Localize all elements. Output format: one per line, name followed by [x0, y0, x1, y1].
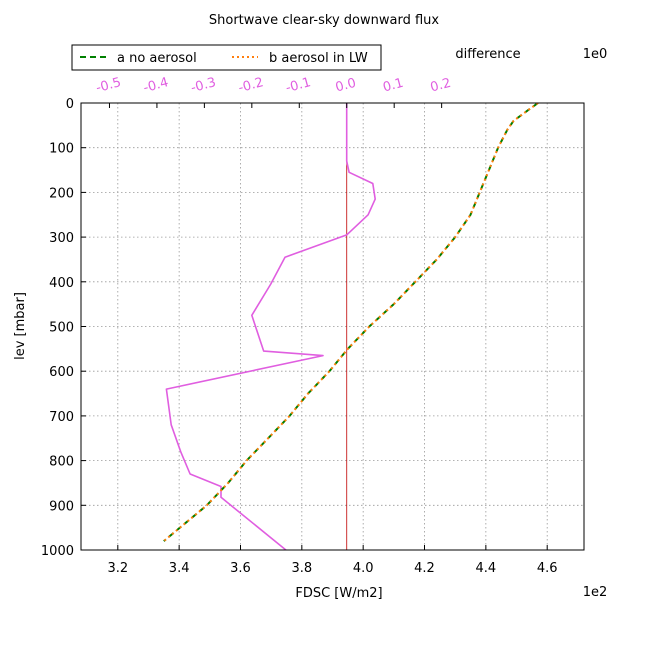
y-tick-label: 100	[49, 142, 74, 157]
y-tick-label: 300	[49, 231, 74, 246]
y-tick-label: 500	[49, 321, 74, 336]
series-line-difference	[165, 103, 377, 550]
y-tick-label: 700	[49, 410, 74, 425]
x-tick-label: 4.4	[476, 561, 497, 576]
top-tick-label: -0.2	[237, 75, 265, 96]
y-tick-label: 900	[49, 499, 74, 514]
top-tick-label: -0.4	[142, 75, 170, 96]
y-axis-label: lev [mbar]	[13, 292, 28, 360]
top-tick-label: 0.2	[429, 76, 453, 96]
x-tick-label: 4.0	[353, 561, 374, 576]
x-tick-label: 3.8	[291, 561, 312, 576]
x-tick-label: 3.6	[230, 561, 251, 576]
y-tick-label: 400	[49, 276, 74, 291]
y-tick-label: 200	[49, 186, 74, 201]
top-tick-label: 0.1	[381, 76, 405, 96]
series-layer	[163, 103, 539, 550]
series-line-0	[163, 103, 539, 542]
y-tick-label: 0	[66, 97, 74, 112]
y-tick-label: 800	[49, 455, 74, 470]
y-tick-label: 600	[49, 365, 74, 380]
grid	[81, 102, 584, 551]
top-axis-label: difference	[455, 47, 520, 62]
legend: a no aerosol b aerosol in LW	[71, 44, 382, 71]
top-axis: -0.5 -0.4 -0.3 -0.2 -0.1 0.0 0.1 0.2	[94, 75, 453, 108]
top-tick-label: -0.3	[189, 75, 217, 96]
legend-label-b: b aerosol in LW	[269, 51, 368, 66]
y-tick-label: 1000	[41, 544, 74, 559]
series-line-1	[163, 103, 539, 542]
top-tick-label: -0.5	[94, 75, 122, 96]
legend-label-a: a no aerosol	[117, 51, 197, 66]
x-tick-label: 3.2	[107, 561, 128, 576]
x-tick-label: 4.2	[414, 561, 435, 576]
x-tick-label: 3.4	[169, 561, 190, 576]
x-tick-label: 4.6	[537, 561, 558, 576]
x-axis-multiplier: 1e2	[583, 585, 608, 600]
top-tick-label: 0.0	[334, 76, 358, 96]
top-axis-multiplier: 1e0	[583, 47, 608, 62]
left-axis: 0 100 200 300 400 500 600 700 800 900 1000	[41, 97, 86, 559]
x-axis-label: FDSC [W/m2]	[295, 586, 382, 601]
top-tick-label: -0.1	[284, 75, 312, 96]
bottom-axis: 3.2 3.4 3.6 3.8 4.0 4.2 4.4 4.6	[107, 545, 558, 576]
plot-frame	[80, 102, 585, 551]
legend-frame	[71, 44, 382, 71]
chart-title: Shortwave clear-sky downward flux	[209, 13, 440, 28]
